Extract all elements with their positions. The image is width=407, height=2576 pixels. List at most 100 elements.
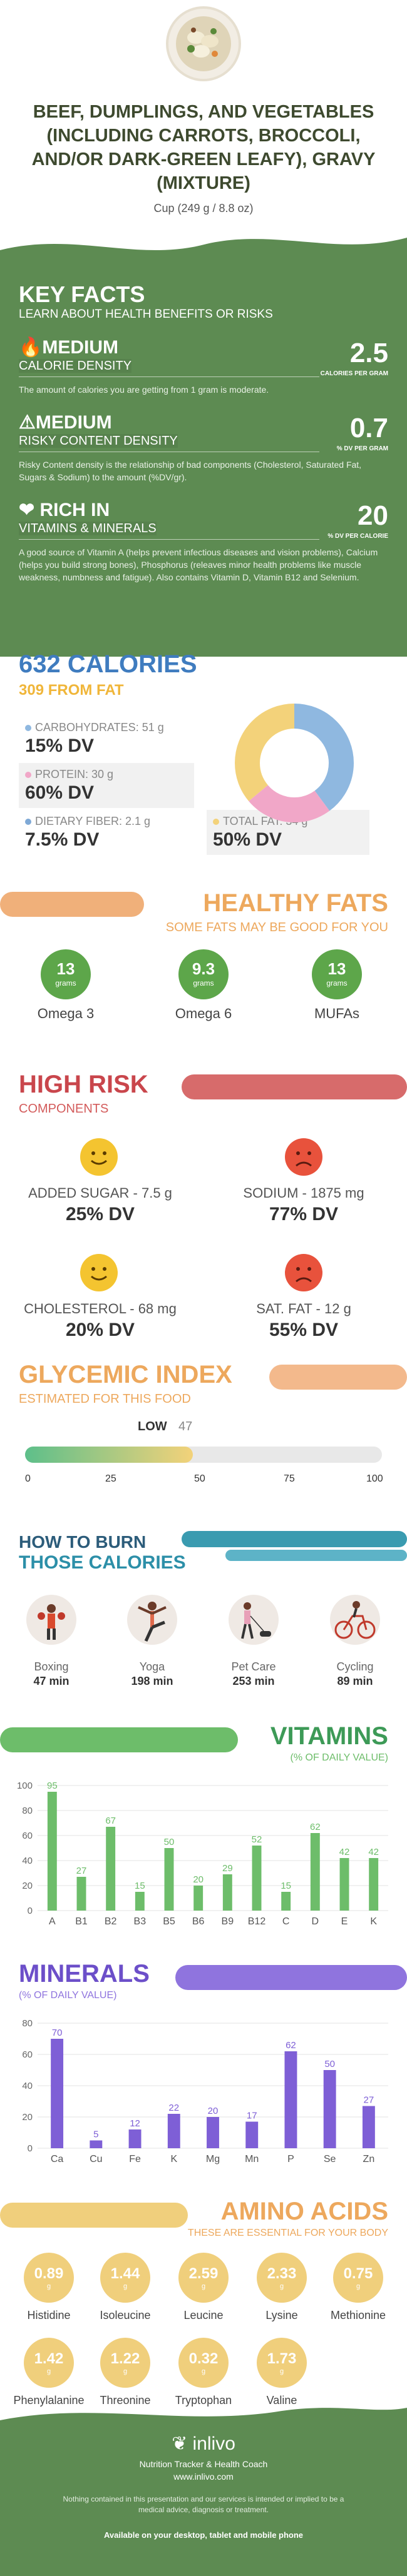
bar <box>51 2039 64 2148</box>
y-tick-label: 40 <box>22 1856 33 1866</box>
amino-badge: 2.33 g <box>257 2253 307 2303</box>
pet-care-icon <box>229 1595 279 1645</box>
fact-value: 0.7 <box>349 413 388 443</box>
fact-name: CALORIE DENSITY <box>19 359 132 373</box>
decor-bar <box>225 1550 407 1561</box>
footer-disclaimer: Nothing contained in this presentation a… <box>63 2495 344 2514</box>
y-tick-label: 0 <box>28 1906 33 1916</box>
omega3-badge: 13 grams <box>41 949 91 999</box>
bar-value-label: 20 <box>208 2106 219 2116</box>
x-tick-label: Mg <box>206 2154 220 2164</box>
amino-label: Histidine <box>27 2309 71 2321</box>
nutrient-label: DIETARY FIBER: 2.1 g <box>35 815 151 827</box>
risk-dv: 77% DV <box>269 1204 339 1225</box>
amino-unit: g <box>123 2368 128 2375</box>
amino-label: Methionine <box>330 2309 386 2321</box>
amino-value: 0.89 <box>34 2265 64 2282</box>
key-facts-title: KEY FACTS <box>19 281 145 307</box>
x-tick-label: Zn <box>363 2154 375 2164</box>
amino-label: Leucine <box>183 2309 224 2321</box>
bar-value-label: 70 <box>52 2028 63 2038</box>
vitamins-title: VITAMINS <box>270 1722 388 1750</box>
amino-label: Phenylalanine <box>13 2394 85 2407</box>
risk-label: ADDED SUGAR - 7.5 g <box>28 1185 172 1201</box>
happy-face-icon <box>80 1138 118 1176</box>
leaf-icon: ❤ <box>19 500 35 520</box>
glycemic-index-section: GLYCEMIC INDEX ESTIMATED FOR THIS FOOD L… <box>0 1357 407 1501</box>
fact-description: The amount of calories you are getting f… <box>19 385 269 395</box>
x-tick-label: P <box>287 2154 294 2164</box>
high-risk-section: HIGH RISK COMPONENTS ADDED SUGAR - 7.5 g… <box>0 1057 407 1357</box>
fact-description: A good source of Vitamin A (helps preven… <box>19 547 378 582</box>
y-tick-label: 80 <box>22 1806 33 1816</box>
amino-unit: g <box>46 2283 51 2290</box>
risk-dv: 25% DV <box>65 1204 135 1225</box>
amino-unit: g <box>46 2368 51 2375</box>
decor-bar <box>0 892 144 917</box>
amino-unit: g <box>201 2368 206 2375</box>
bar <box>222 1874 232 1911</box>
glycemic-level: LOW <box>138 1420 167 1433</box>
key-fact-calorie-density: 🔥MEDIUM CALORIE DENSITY 2.5 CALORIES PER… <box>19 338 388 396</box>
amino-label: Threonine <box>100 2394 151 2407</box>
bar-value-label: 50 <box>324 2059 335 2069</box>
burn-title-2: THOSE CALORIES <box>19 1552 186 1573</box>
bar-value-label: 27 <box>76 1866 87 1876</box>
footer-tagline: Nutrition Tracker & Health Coach <box>139 2459 268 2469</box>
x-tick-label: B2 <box>105 1916 117 1927</box>
bar <box>362 2106 375 2148</box>
fact-unit: CALORIES PER GRAM <box>320 370 388 377</box>
bar-value-label: 12 <box>130 2118 140 2129</box>
activity-minutes: 253 min <box>232 1675 275 1687</box>
bar-value-label: 15 <box>135 1881 145 1891</box>
bar-value-label: 62 <box>286 2040 296 2051</box>
healthy-fats-subtitle: SOME FATS MAY BE GOOD FOR YOU <box>165 921 388 934</box>
bar <box>90 2140 103 2148</box>
decor-bar <box>0 1727 238 1752</box>
x-tick-label: B1 <box>75 1916 88 1927</box>
vitamins-bar-chart: 0 20 40 60 80 100 95 A 27 B1 67 B2 15 B3 50 B5 20 B6 29 B9 5… <box>17 1780 388 1927</box>
x-tick-label: Se <box>324 2154 336 2164</box>
amino-badge: 0.32 g <box>178 2338 229 2388</box>
cycling-icon <box>330 1595 380 1645</box>
activity-label: Cycling <box>336 1660 374 1673</box>
amino-label: Tryptophan <box>175 2394 232 2407</box>
amino-label: Isoleucine <box>100 2309 151 2321</box>
x-tick-label: B9 <box>222 1916 234 1927</box>
amino-unit: g <box>123 2283 128 2290</box>
tick-label: 100 <box>366 1473 383 1484</box>
bar <box>76 1877 86 1911</box>
sad-face-icon <box>285 1254 322 1291</box>
y-tick-label: 40 <box>22 2081 33 2091</box>
bar-value-label: 42 <box>339 1847 350 1857</box>
fact-level: MEDIUM <box>35 412 112 433</box>
amino-badge: 1.42 g <box>24 2338 74 2388</box>
decor-bar <box>175 1965 407 1990</box>
fact-value: 2.5 <box>349 338 388 368</box>
nutrient-label: CARBOHYDRATES: 51 g <box>35 721 164 734</box>
footer: ❦ inlivo Nutrition Tracker & Health Coac… <box>0 2408 407 2576</box>
glycemic-track <box>25 1447 382 1463</box>
bar-value-label: 22 <box>168 2103 179 2113</box>
wave-divider <box>0 238 407 275</box>
nutrient-dv: 15% DV <box>25 735 95 756</box>
x-tick-label: B12 <box>248 1916 266 1927</box>
amino-title: AMINO ACIDS <box>220 2198 388 2225</box>
serving-size: Cup (249 g / 8.8 oz) <box>153 202 254 215</box>
amino-badge: 0.75 g <box>333 2253 383 2303</box>
happy-face-icon <box>80 1254 118 1291</box>
food-title: BEEF, DUMPLINGS, AND VEGETABLES (INCLUDI… <box>31 102 376 193</box>
yoga-icon <box>127 1595 177 1645</box>
header: BEEF, DUMPLINGS, AND VEGETABLES (INCLUDI… <box>0 0 407 250</box>
bar-value-label: 62 <box>310 1822 321 1832</box>
footer-site-link[interactable]: www.inlivo.com <box>173 2472 234 2482</box>
bar <box>207 2117 219 2148</box>
fact-level: MEDIUM <box>42 337 119 358</box>
amino-badge: 1.73 g <box>257 2338 307 2388</box>
decor-bar <box>269 1365 407 1390</box>
x-tick-label: D <box>312 1916 319 1927</box>
bar <box>135 1892 145 1911</box>
bar-value-label: 17 <box>247 2111 257 2121</box>
nutrient-carbohydrates: CARBOHYDRATES: 51 g 15% DV <box>19 716 194 761</box>
footer-brand: ❦ inlivo <box>0 2433 407 2455</box>
